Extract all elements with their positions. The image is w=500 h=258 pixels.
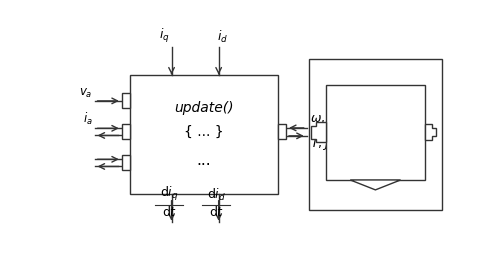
Polygon shape bbox=[350, 180, 401, 190]
Bar bbox=[122, 155, 130, 170]
Text: { ... }: { ... } bbox=[184, 125, 224, 139]
Text: $\mathrm{d}i_q$: $\mathrm{d}i_q$ bbox=[160, 185, 179, 203]
Bar bbox=[122, 93, 130, 108]
Bar bbox=[326, 85, 425, 180]
Text: $\mathrm{d}i_d$: $\mathrm{d}i_d$ bbox=[207, 187, 226, 203]
Bar bbox=[308, 59, 442, 210]
Text: $i_d$: $i_d$ bbox=[217, 29, 228, 45]
Text: update(): update() bbox=[174, 101, 234, 115]
Text: $T, J$: $T, J$ bbox=[310, 136, 330, 152]
Bar bbox=[130, 75, 278, 194]
Text: $i_q$: $i_q$ bbox=[159, 27, 170, 45]
Text: $v_a$: $v_a$ bbox=[80, 87, 92, 100]
Text: $i_a$: $i_a$ bbox=[83, 111, 92, 127]
Bar bbox=[278, 124, 286, 139]
Polygon shape bbox=[425, 124, 436, 140]
Text: $\mathrm{d}t$: $\mathrm{d}t$ bbox=[209, 205, 224, 219]
Text: $\omega, \theta$: $\omega, \theta$ bbox=[310, 110, 337, 125]
Polygon shape bbox=[310, 122, 326, 142]
Bar bbox=[122, 124, 130, 139]
Text: ...: ... bbox=[196, 153, 211, 168]
Text: $\mathrm{d}t$: $\mathrm{d}t$ bbox=[162, 205, 177, 219]
